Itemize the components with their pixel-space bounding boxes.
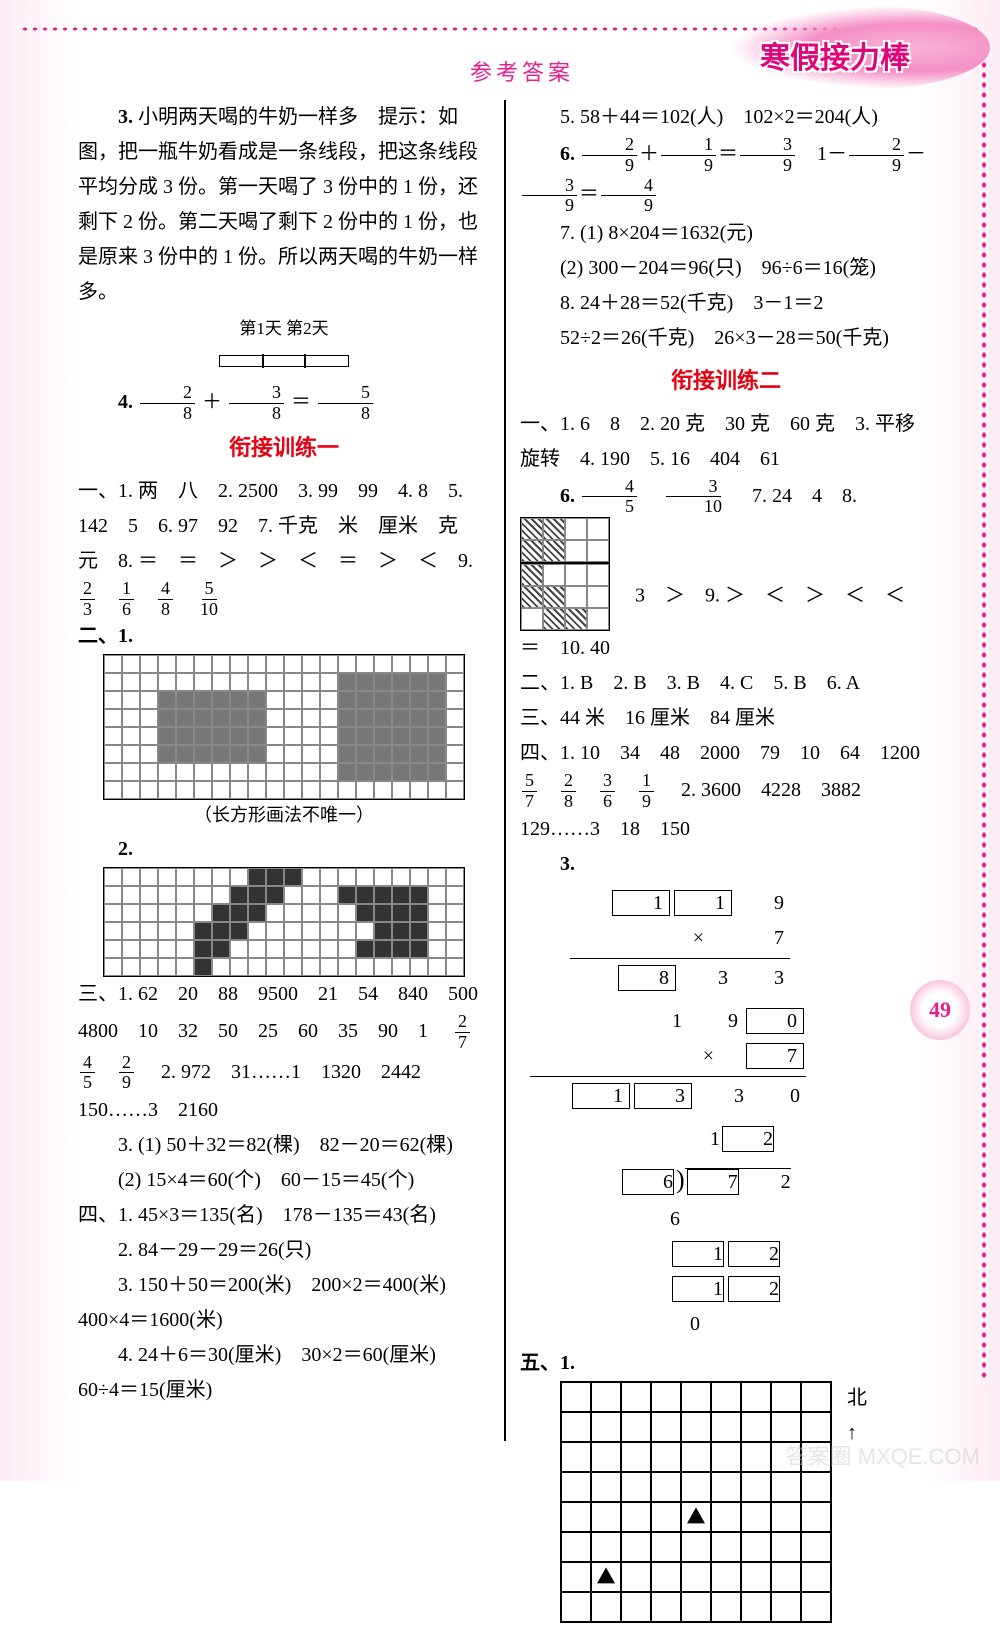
problem-4: 4. 28 ＋ 38 ＝ 58 <box>78 383 490 424</box>
decorative-dots-right <box>980 60 988 1381</box>
s2-4a: 四、1. 10 34 48 2000 79 10 64 1200 57 28 3… <box>520 736 932 847</box>
small-grid-2 <box>520 563 610 631</box>
s1-1-fractions: 23 16 48 510 <box>78 587 223 609</box>
s1-4c: 3. 150＋50＝200(米) 200×2＝400(米) 400×4＝1600… <box>78 1268 490 1338</box>
fraction: 38 <box>229 383 284 424</box>
s2-4-3: 3. 119×7833190×71330 126)72612120 <box>520 847 932 1347</box>
column-divider <box>504 100 506 1441</box>
section-title-1: 衔接训练一 <box>78 429 490 468</box>
right-column: 5. 58＋44＝102(人) 102×2＝204(人) 6. 29＋19＝39… <box>512 100 940 1441</box>
problem-3: 3. 小明两天喝的牛奶一样多 提示：如图，把一瓶牛奶看成是一条线段，把这条线段平… <box>78 100 490 310</box>
text-3: 小明两天喝的牛奶一样多 提示：如图，把一瓶牛奶看成是一条线段，把这条线段平均分成… <box>78 106 478 303</box>
s1-1-text: 一、1. 两 八 2. 2500 3. 99 99 4. 8 5. 142 5 … <box>78 480 478 572</box>
section-title-2: 衔接训练二 <box>520 362 932 401</box>
s2-5: 五、1. <box>520 1346 932 1381</box>
day-labels: 第1天 第2天 <box>78 314 490 344</box>
s2-4a-fractions: 57 28 36 19 <box>520 779 656 801</box>
pattern-grid <box>103 867 465 977</box>
section1-part1: 一、1. 两 八 2. 2500 3. 99 99 4. 8 5. 142 5 … <box>78 474 490 620</box>
coordinate-grid <box>560 1381 832 1623</box>
division-problem: 126)72612120 <box>520 1118 932 1347</box>
s1-4a: 四、1. 45×3＝135(名) 178－135＝43(名) <box>78 1198 490 1233</box>
fraction: 28 <box>140 383 195 424</box>
left-column: 3. 小明两天喝的牛奶一样多 提示：如图，把一瓶牛奶看成是一条线段，把这条线段平… <box>70 100 498 1441</box>
small-grid-1 <box>520 517 610 563</box>
grid-note: （长方形画法不唯一） <box>78 800 490 832</box>
label-3: 3. <box>118 106 133 128</box>
content-area: 3. 小明两天喝的牛奶一样多 提示：如图，把一瓶牛奶看成是一条线段，把这条线段平… <box>70 100 940 1441</box>
s2-2: 二、1. B 2. B 3. B 4. C 5. B 6. A <box>520 666 932 701</box>
label-4: 4. <box>118 391 133 413</box>
multiplication-problems: 119×7833190×71330 <box>520 882 932 1118</box>
r8a: 8. 24＋28＝52(千克) 3－1＝2 <box>520 286 932 321</box>
header-title: 参考答案 <box>470 55 574 87</box>
watermark: 答案圈 MXQE.COM <box>786 1439 980 1471</box>
grid-figure-1 <box>78 654 490 800</box>
r7a: 7. (1) 8×204＝1632(元) <box>520 216 932 251</box>
grid-figure-2 <box>78 867 490 977</box>
s1-2b-label: 2. <box>78 832 490 867</box>
title-badge: 寒假接力棒 <box>730 5 990 90</box>
badge-text: 寒假接力棒 <box>760 33 910 77</box>
s2-1b: 6. 45 310 7. 24 4 8. <box>520 477 932 564</box>
r8b: 52÷2＝26(千克) 26×3－28＝50(千克) <box>520 321 932 356</box>
s2-1a: 一、1. 6 8 2. 20 克 30 克 60 克 3. 平移 旋转 4. 1… <box>520 407 932 477</box>
fraction: 58 <box>318 383 373 424</box>
section1-part3: 三、1. 62 20 88 9500 21 54 840 500 4800 10… <box>78 977 490 1128</box>
s2-1b-fractions: 45 310 <box>580 485 727 507</box>
rectangle-grid <box>103 654 465 800</box>
day-diagram: 第1天 第2天 <box>78 314 490 379</box>
s2-3: 三、44 米 16 厘米 84 厘米 <box>520 701 932 736</box>
r6-expression: 29＋19＝39 1－29－39＝49 <box>520 143 926 206</box>
r5: 5. 58＋44＝102(人) 102×2＝204(人) <box>520 100 932 135</box>
s1-3d: (2) 15×4＝60(个) 60－15＝45(个) <box>78 1163 490 1198</box>
s1-4d: 4. 24＋6＝30(厘米) 30×2＝60(厘米) 60÷4＝15(厘米) <box>78 1338 490 1408</box>
segment-bar <box>219 355 349 367</box>
s2-1c-row: 3 ＞ 9. ＞ ＜ ＞ ＜ ＜ ＝ 10. 40 <box>520 563 932 666</box>
s1-2-label: 二、1. <box>78 625 133 647</box>
section1-part2: 二、1. <box>78 619 490 654</box>
map-figure: 北↑ <box>520 1381 932 1634</box>
s1-4b: 2. 84－29－29＝26(只) <box>78 1233 490 1268</box>
r7b: (2) 300－204＝96(只) 96÷6＝16(笼) <box>520 251 932 286</box>
s1-3c: 3. (1) 50＋32＝82(棵) 82－20＝62(棵) <box>78 1128 490 1163</box>
r6: 6. 29＋19＝39 1－29－39＝49 <box>520 135 932 216</box>
